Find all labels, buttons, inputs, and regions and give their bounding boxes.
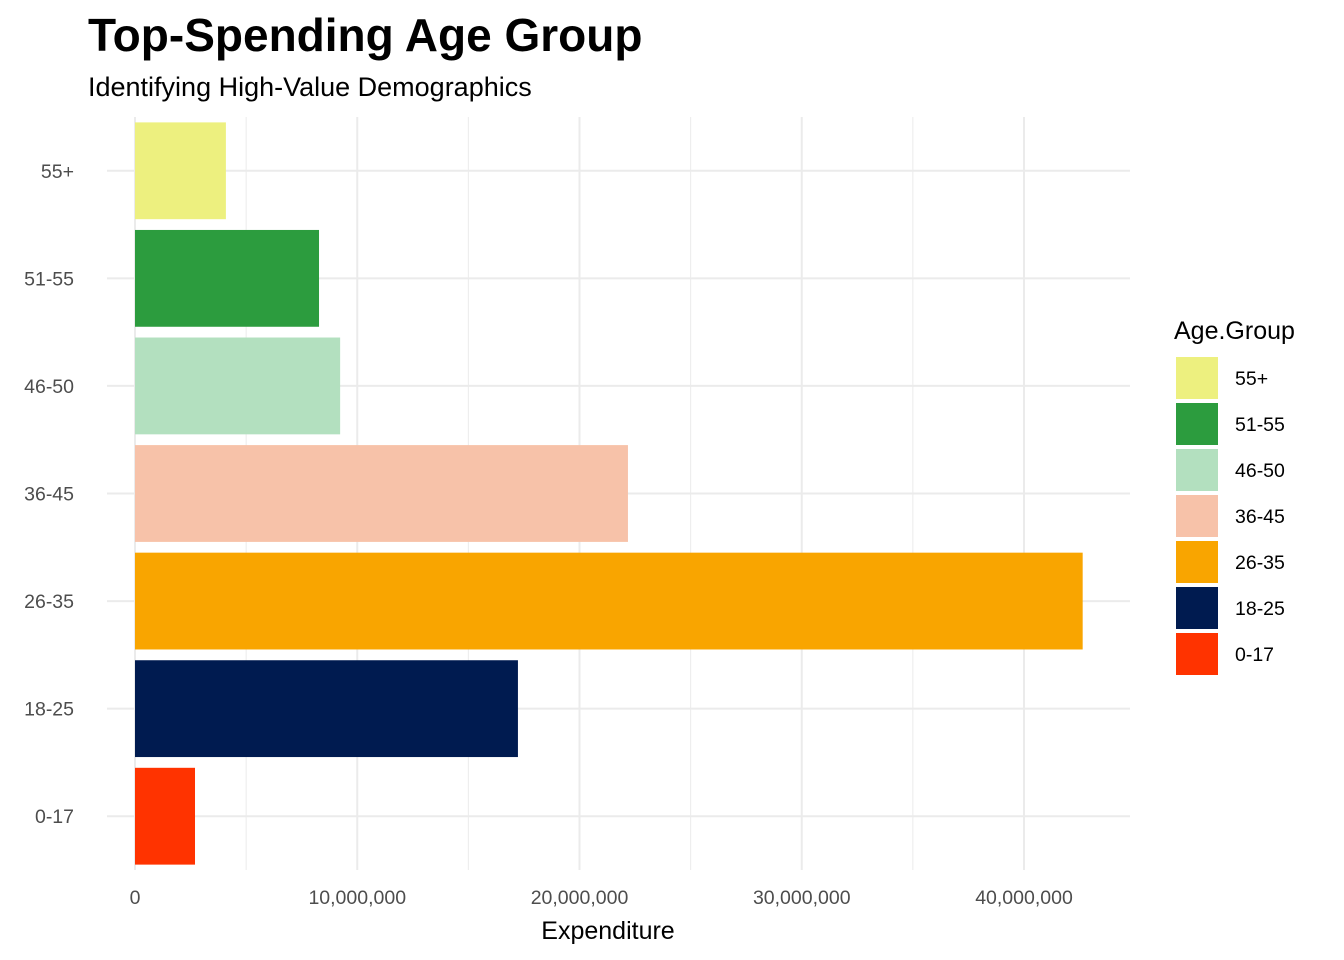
legend-label: 55+ xyxy=(1235,368,1268,390)
x-tick-label: 40,000,000 xyxy=(975,887,1073,909)
chart-subtitle: Identifying High-Value Demographics xyxy=(88,72,532,102)
y-tick-label: 18-25 xyxy=(24,699,74,721)
bars xyxy=(135,122,1083,865)
y-tick-label: 55+ xyxy=(41,161,74,183)
y-tick-label: 36-45 xyxy=(24,484,74,506)
y-tick-label: 46-50 xyxy=(24,376,74,398)
bar-18-25 xyxy=(135,660,518,758)
x-tick-label: 0 xyxy=(130,887,141,909)
y-tick-label: 26-35 xyxy=(24,591,74,613)
legend-label: 26-35 xyxy=(1235,552,1285,574)
bar-51-55 xyxy=(135,229,320,327)
legend-label: 51-55 xyxy=(1235,414,1285,436)
x-axis-label: Expenditure xyxy=(541,917,674,945)
bar-26-35 xyxy=(135,552,1083,650)
y-tick-label: 0-17 xyxy=(35,806,74,828)
legend-swatch-51-55 xyxy=(1176,403,1218,445)
chart-title: Top-Spending Age Group xyxy=(88,9,643,61)
y-axis-ticks: 0-17 18-25 26-35 36-45 46-50 51-55 55+ xyxy=(24,161,74,828)
legend-swatch-55+ xyxy=(1176,357,1218,399)
y-tick-label: 51-55 xyxy=(24,268,74,290)
bar-55+ xyxy=(135,122,226,220)
legend-label: 46-50 xyxy=(1235,460,1285,482)
legend: Age.Group 55+ 51-55 46-50 36-45 26-35 18-25 0-… xyxy=(1174,317,1295,675)
legend-swatch-26-35 xyxy=(1176,541,1218,583)
x-tick-label: 30,000,000 xyxy=(753,887,851,909)
legend-label: 36-45 xyxy=(1235,506,1285,528)
legend-title: Age.Group xyxy=(1174,317,1295,345)
legend-swatch-36-45 xyxy=(1176,495,1218,537)
bar-0-17 xyxy=(135,767,196,865)
legend-label: 18-25 xyxy=(1235,598,1285,620)
bar-36-45 xyxy=(135,445,628,542)
legend-swatch-46-50 xyxy=(1176,449,1218,491)
legend-swatch-0-17 xyxy=(1176,633,1218,675)
x-tick-label: 20,000,000 xyxy=(531,887,629,909)
x-axis-ticks: 0 10,000,000 20,000,000 30,000,000 40,000,00… xyxy=(130,887,1073,909)
bar-46-50 xyxy=(135,337,341,435)
legend-label: 0-17 xyxy=(1235,644,1274,666)
legend-swatch-18-25 xyxy=(1176,587,1218,629)
x-tick-label: 10,000,000 xyxy=(308,887,406,909)
